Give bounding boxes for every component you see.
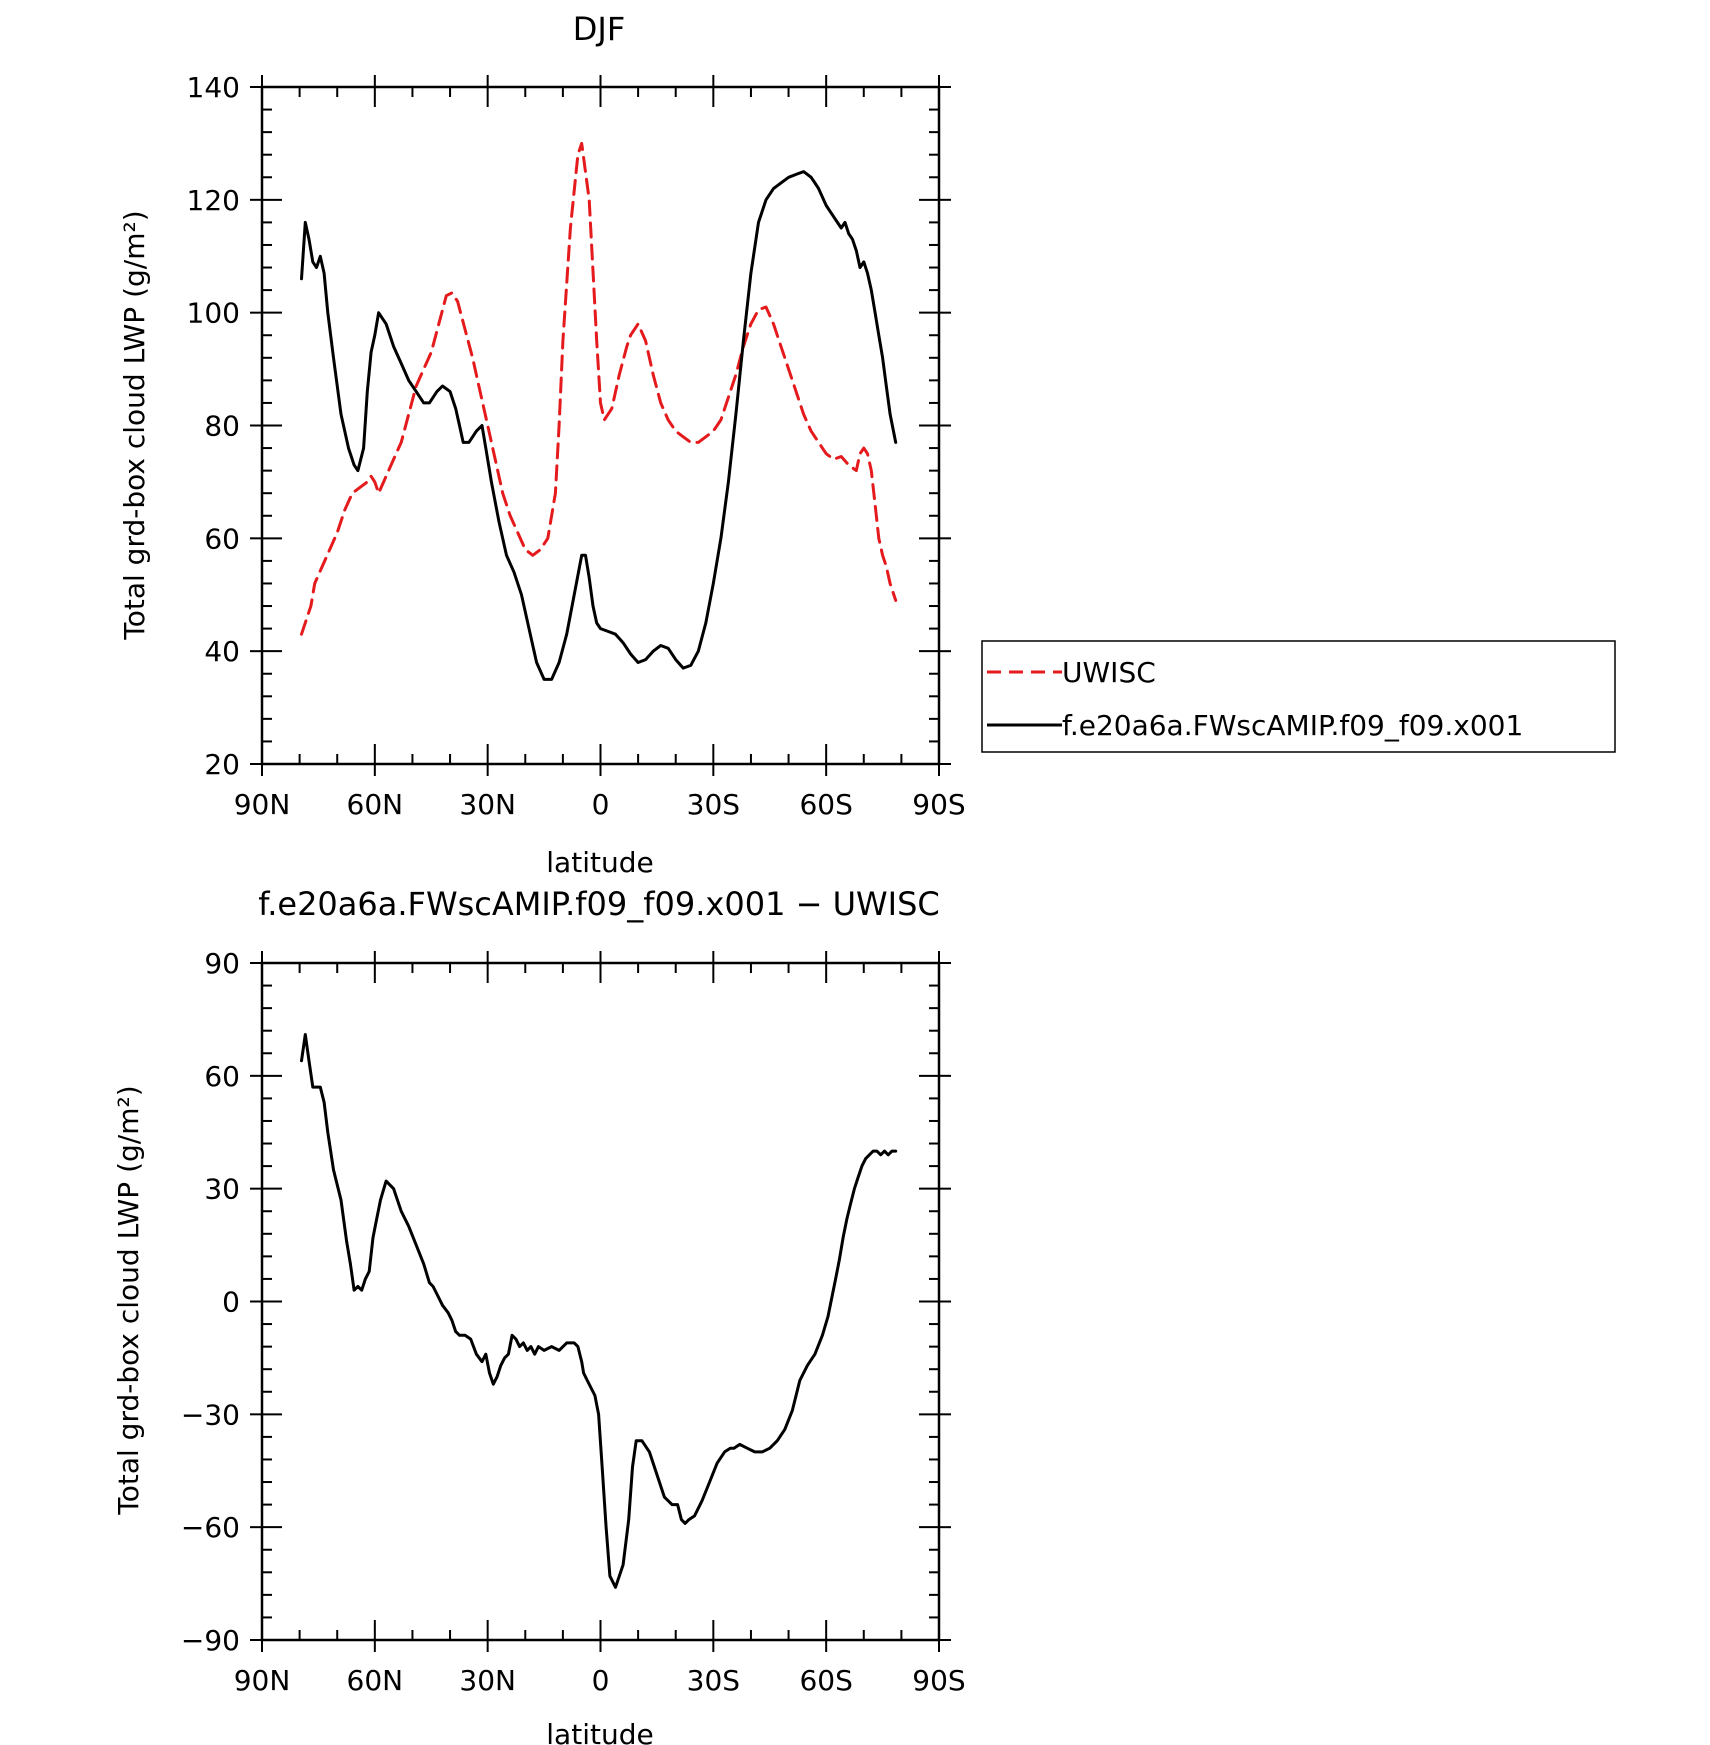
series-line-uwisc xyxy=(300,141,898,636)
x-tick-label: 60S xyxy=(799,788,852,821)
x-tick-label: 60N xyxy=(347,1664,404,1697)
y-tick-label: 140 xyxy=(187,71,240,104)
top-x-tick-labels: 90N 60N 30N 0 30S 60S 90S xyxy=(234,788,966,821)
x-tick-label: 30N xyxy=(459,1664,516,1697)
y-tick-label: −90 xyxy=(181,1624,240,1657)
y-tick-label: 0 xyxy=(222,1286,240,1319)
top-y-axis-label: Total grd-box cloud LWP (g/m²) xyxy=(118,210,151,640)
x-tick-label: 30S xyxy=(687,1664,740,1697)
bottom-chart-title: f.e20a6a.FWscAMIP.f09_f09.x001 − UWISC xyxy=(258,885,939,923)
bottom-x-tick-labels: 90N 60N 30N 0 30S 60S 90S xyxy=(234,1664,966,1697)
y-tick-label: 80 xyxy=(204,410,240,443)
top-axis-ticks xyxy=(250,75,951,776)
legend: UWISC f.e20a6a.FWscAMIP.f09_f09.x001 xyxy=(981,640,1616,753)
series-line-f-e20a6a-fwscamip-f09-f09-x001 xyxy=(300,170,898,681)
y-tick-label: 40 xyxy=(204,635,240,668)
series-line-diff-0 xyxy=(300,1033,898,1589)
y-tick-label: 120 xyxy=(187,184,240,217)
x-tick-label: 30S xyxy=(687,788,740,821)
top-x-axis-label: latitude xyxy=(546,846,653,879)
y-tick-label: 30 xyxy=(204,1173,240,1206)
legend-box xyxy=(981,640,1616,753)
y-tick-label: 100 xyxy=(187,297,240,330)
bottom-series-group xyxy=(300,1033,898,1589)
y-tick-label: −60 xyxy=(181,1511,240,1544)
top-y-tick-labels: 20 40 60 80 100 120 140 xyxy=(187,71,240,781)
x-tick-label: 90N xyxy=(234,1664,291,1697)
x-tick-label: 90S xyxy=(912,1664,965,1697)
bottom-plot-frame xyxy=(260,961,941,1642)
y-tick-label: 60 xyxy=(204,522,240,555)
y-tick-label: 90 xyxy=(204,947,240,980)
y-tick-label: −30 xyxy=(181,1398,240,1431)
bottom-x-axis-label: latitude xyxy=(546,1718,653,1745)
x-tick-label: 90N xyxy=(234,788,291,821)
bottom-y-tick-labels: 90 60 30 0 −30 −60 −90 xyxy=(181,947,240,1657)
bottom-y-axis-label: Total grd-box cloud LWP (g/m²) xyxy=(112,1085,145,1515)
bottom-panel: f.e20a6a.FWscAMIP.f09_f09.x001 − UWISC 9… xyxy=(112,885,966,1745)
x-tick-label: 30N xyxy=(459,788,516,821)
y-tick-label: 20 xyxy=(204,748,240,781)
top-plot-frame xyxy=(260,85,941,766)
x-tick-label: 60N xyxy=(347,788,404,821)
top-chart-title: DJF xyxy=(573,10,625,48)
legend-label-model: f.e20a6a.FWscAMIP.f09_f09.x001 xyxy=(1062,709,1523,742)
x-tick-label: 0 xyxy=(592,788,610,821)
legend-label-uwisc: UWISC xyxy=(1062,656,1156,689)
y-tick-label: 60 xyxy=(204,1060,240,1093)
x-tick-label: 0 xyxy=(592,1664,610,1697)
top-series-group xyxy=(300,141,898,681)
x-tick-label: 60S xyxy=(799,1664,852,1697)
x-tick-label: 90S xyxy=(912,788,965,821)
bottom-axis-ticks xyxy=(250,951,951,1652)
top-panel: DJF 90N 60N 30N 0 30S 60S 90S 20 40 60 80 100 120 14… xyxy=(118,10,1616,879)
